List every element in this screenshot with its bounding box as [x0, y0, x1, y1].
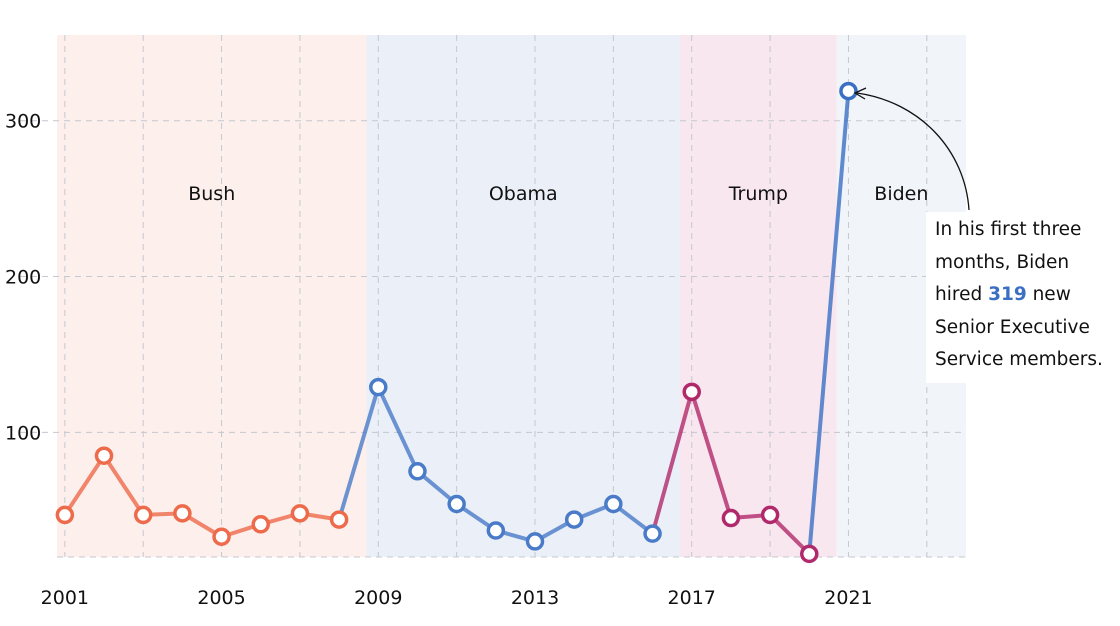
- y-tick-label: 200: [5, 267, 41, 289]
- data-point-2014: [564, 510, 584, 529]
- x-tick-label: 2009: [354, 587, 402, 609]
- data-point-2015: [604, 494, 623, 514]
- annotation-text: hired: [935, 284, 989, 305]
- data-points: [55, 81, 858, 564]
- line-segment: [102, 453, 146, 517]
- x-axis-ticks: 2001 2005 2009 2013 2017 2021: [41, 587, 873, 609]
- annotation-line: In his first three: [935, 219, 1082, 240]
- data-point-2016: [643, 524, 662, 543]
- annotation-text: new: [1026, 284, 1071, 305]
- x-tick-label: 2005: [197, 587, 245, 609]
- x-tick-label: 2001: [41, 587, 89, 609]
- data-point-2005: [212, 527, 231, 546]
- data-point-2020: [800, 544, 819, 564]
- y-tick-label: 300: [5, 111, 41, 133]
- annotation-line: months, Biden: [935, 251, 1070, 273]
- data-point-2011: [447, 494, 466, 514]
- era-label-bush: Bush: [188, 183, 235, 205]
- y-tick-label: 100: [5, 422, 41, 444]
- x-tick-label: 2021: [824, 587, 872, 609]
- data-point-2019: [760, 505, 780, 525]
- era-label-trump: Trump: [728, 183, 788, 205]
- era-band-bush: [57, 35, 367, 557]
- line-segment: [62, 453, 107, 517]
- annotation-box: In his first three months, Biden hired 3…: [926, 212, 1116, 383]
- data-point-2001: [55, 505, 75, 525]
- data-point-2010: [408, 462, 427, 481]
- data-point-2006: [251, 515, 270, 534]
- line-segment: [807, 89, 851, 556]
- data-point-2021: [839, 81, 858, 101]
- line-segment: [650, 389, 694, 536]
- annotation-arrow: [856, 92, 970, 211]
- x-tick-label: 2013: [511, 587, 559, 609]
- y-axis-ticks: 100 200 300: [5, 111, 41, 445]
- data-point-2007: [290, 504, 310, 523]
- gridlines: [20, 35, 966, 558]
- data-point-2012: [486, 521, 506, 540]
- annotation-line: hired 319 new: [935, 279, 1116, 312]
- data-point-2002: [94, 446, 114, 465]
- line-segment: [337, 385, 381, 522]
- data-point-2017: [682, 382, 701, 402]
- line-segment: [689, 389, 733, 521]
- era-labels: Bush Obama Trump Biden: [188, 183, 928, 205]
- era-label-obama: Obama: [489, 183, 558, 205]
- data-point-2003: [133, 505, 153, 525]
- data-point-2018: [721, 508, 741, 528]
- data-point-2013: [525, 532, 545, 551]
- era-bands: [57, 35, 966, 557]
- era-label-biden: Biden: [874, 183, 928, 205]
- line-segment: [376, 385, 420, 474]
- data-point-2004: [173, 504, 192, 523]
- data-point-2009: [369, 377, 388, 397]
- annotation-highlight-value: 319: [988, 284, 1027, 305]
- annotation-line: Service members.: [935, 349, 1103, 370]
- annotation-arrowhead: [853, 87, 867, 100]
- era-band-trump: [679, 35, 837, 557]
- annotation-line: Senior Executive: [935, 316, 1090, 338]
- x-tick-label: 2017: [668, 587, 716, 609]
- data-point-2008: [329, 510, 349, 529]
